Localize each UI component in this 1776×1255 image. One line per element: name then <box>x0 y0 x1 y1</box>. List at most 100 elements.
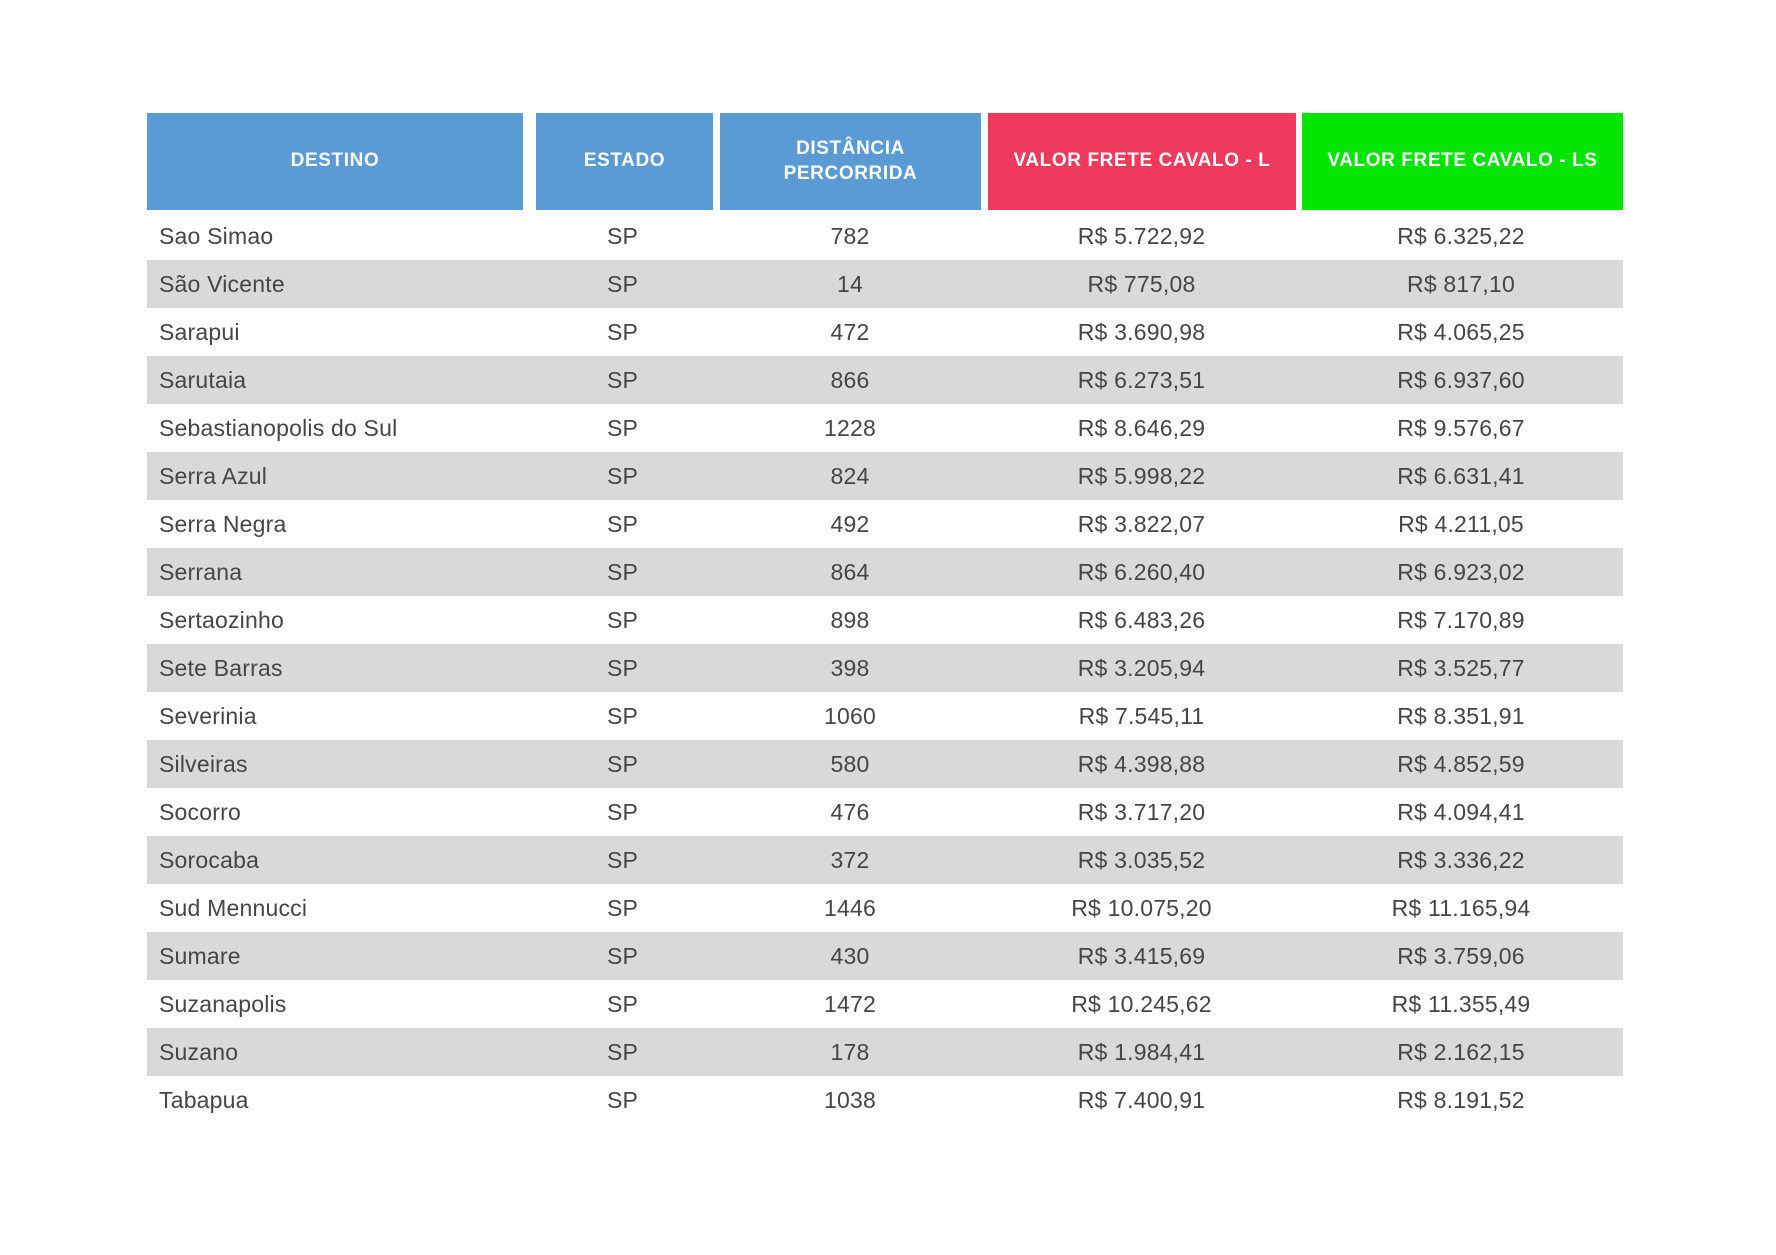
cell-valor-ls: R$ 6.631,41 <box>1397 462 1525 489</box>
header-cell-valor-frete-cavalo-l: VALOR FRETE CAVALO - L <box>988 113 1296 210</box>
cell-destino: Sorocaba <box>159 846 260 873</box>
table-row: Serrana SP 864 R$ 6.260,40 R$ 6.923,02 <box>147 548 1623 596</box>
header-label-valor-frete-cavalo-l: VALOR FRETE CAVALO - L <box>1013 150 1271 172</box>
table-row: Socorro SP 476 R$ 3.717,20 R$ 4.094,41 <box>147 788 1623 836</box>
cell-valor-ls: R$ 3.759,06 <box>1397 942 1525 969</box>
cell-valor-l: R$ 3.205,94 <box>1077 654 1206 681</box>
cell-destino: Severinia <box>159 702 257 729</box>
table-row: Suzano SP 178 R$ 1.984,41 R$ 2.162,15 <box>147 1028 1623 1076</box>
cell-estado: SP <box>606 270 639 297</box>
cell-valor-l: R$ 1.984,41 <box>1077 1038 1206 1065</box>
table-row: Suzanapolis SP 1472 R$ 10.245,62 R$ 11.355,4… <box>147 980 1623 1028</box>
header-label-valor-frete-cavalo-ls: VALOR FRETE CAVALO - LS <box>1327 150 1598 172</box>
header-label-destino: DESTINO <box>290 150 380 172</box>
cell-estado: SP <box>606 510 639 537</box>
cell-destino: Sete Barras <box>159 654 283 681</box>
header-cell-distancia-percorrida: DISTÂNCIA PERCORRIDA <box>720 113 981 210</box>
cell-valor-l: R$ 3.035,52 <box>1077 846 1206 873</box>
cell-distancia: 372 <box>830 846 870 873</box>
cell-valor-ls: R$ 7.170,89 <box>1397 606 1525 633</box>
table-body: Sao Simao SP 782 R$ 5.722,92 R$ 6.325,22 São … <box>147 212 1623 1124</box>
table-row: Sorocaba SP 372 R$ 3.035,52 R$ 3.336,22 <box>147 836 1623 884</box>
cell-distancia: 866 <box>830 366 870 393</box>
table-row: Sud Mennucci SP 1446 R$ 10.075,20 R$ 11.165,… <box>147 884 1623 932</box>
cell-valor-ls: R$ 4.852,59 <box>1397 750 1525 777</box>
cell-distancia: 1228 <box>824 414 876 441</box>
table-row: Sertaozinho SP 898 R$ 6.483,26 R$ 7.170,89 <box>147 596 1623 644</box>
cell-valor-l: R$ 7.545,11 <box>1078 702 1205 729</box>
cell-distancia: 580 <box>830 750 870 777</box>
table-row: Sao Simao SP 782 R$ 5.722,92 R$ 6.325,22 <box>147 212 1623 260</box>
cell-valor-l: R$ 3.415,69 <box>1077 942 1206 969</box>
cell-estado: SP <box>606 990 639 1017</box>
cell-estado: SP <box>606 942 639 969</box>
table-row: Sete Barras SP 398 R$ 3.205,94 R$ 3.525,77 <box>147 644 1623 692</box>
cell-destino: Silveiras <box>159 750 248 777</box>
cell-destino: Sao Simao <box>159 222 274 249</box>
cell-estado: SP <box>606 654 639 681</box>
cell-valor-l: R$ 3.822,07 <box>1077 510 1206 537</box>
cell-valor-ls: R$ 4.211,05 <box>1398 510 1524 537</box>
cell-estado: SP <box>606 798 639 825</box>
cell-distancia: 864 <box>830 558 870 585</box>
cell-destino: Sarutaia <box>159 366 247 393</box>
cell-destino: Serra Azul <box>159 462 268 489</box>
header-cell-valor-frete-cavalo-ls: VALOR FRETE CAVALO - LS <box>1302 113 1623 210</box>
cell-destino: Suzanapolis <box>159 990 287 1017</box>
cell-destino: Sertaozinho <box>159 606 284 633</box>
cell-valor-l: R$ 7.400,91 <box>1077 1086 1206 1113</box>
cell-valor-ls: R$ 11.165,94 <box>1391 894 1531 921</box>
cell-distancia: 430 <box>830 942 870 969</box>
cell-valor-ls: R$ 2.162,15 <box>1397 1038 1525 1065</box>
cell-destino: Sarapui <box>159 318 240 345</box>
cell-valor-ls: R$ 6.325,22 <box>1397 222 1525 249</box>
header-cell-estado: ESTADO <box>536 113 713 210</box>
cell-estado: SP <box>606 414 639 441</box>
cell-distancia: 476 <box>830 798 870 825</box>
cell-estado: SP <box>606 606 639 633</box>
table-row: Sarutaia SP 866 R$ 6.273,51 R$ 6.937,60 <box>147 356 1623 404</box>
cell-destino: Sumare <box>159 942 241 969</box>
cell-destino: Tabapua <box>159 1086 249 1113</box>
table-row: Tabapua SP 1038 R$ 7.400,91 R$ 8.191,52 <box>147 1076 1623 1124</box>
cell-distancia: 492 <box>830 510 870 537</box>
cell-destino: Sud Mennucci <box>159 894 308 921</box>
cell-valor-ls: R$ 8.351,91 <box>1397 702 1525 729</box>
table-row: Serra Azul SP 824 R$ 5.998,22 R$ 6.631,41 <box>147 452 1623 500</box>
cell-estado: SP <box>606 558 639 585</box>
cell-valor-ls: R$ 3.525,77 <box>1397 654 1525 681</box>
table-row: Silveiras SP 580 R$ 4.398,88 R$ 4.852,59 <box>147 740 1623 788</box>
cell-destino: Sebastianopolis do Sul <box>159 414 398 441</box>
cell-valor-ls: R$ 9.576,67 <box>1397 414 1525 441</box>
cell-estado: SP <box>606 894 639 921</box>
cell-distancia: 824 <box>830 462 870 489</box>
cell-distancia: 1038 <box>824 1086 876 1113</box>
cell-valor-l: R$ 5.998,22 <box>1077 462 1206 489</box>
cell-destino: Serra Negra <box>159 510 287 537</box>
cell-valor-ls: R$ 3.336,22 <box>1397 846 1525 873</box>
cell-valor-l: R$ 4.398,88 <box>1077 750 1206 777</box>
cell-valor-l: R$ 6.483,26 <box>1077 606 1206 633</box>
cell-distancia: 14 <box>837 270 863 297</box>
cell-valor-l: R$ 10.075,20 <box>1071 894 1212 921</box>
cell-destino: Suzano <box>159 1038 239 1065</box>
cell-distancia: 898 <box>830 606 870 633</box>
cell-valor-ls: R$ 4.094,41 <box>1397 798 1525 825</box>
table-row: Sarapui SP 472 R$ 3.690,98 R$ 4.065,25 <box>147 308 1623 356</box>
cell-valor-l: R$ 3.690,98 <box>1077 318 1206 345</box>
cell-valor-l: R$ 775,08 <box>1087 270 1196 297</box>
cell-estado: SP <box>606 222 639 249</box>
cell-valor-l: R$ 6.260,40 <box>1077 558 1206 585</box>
freight-table: DESTINO ESTADO DISTÂNCIA PERCORRIDA VALO… <box>147 113 1623 1124</box>
cell-valor-l: R$ 8.646,29 <box>1077 414 1206 441</box>
table-header-row: DESTINO ESTADO DISTÂNCIA PERCORRIDA VALO… <box>147 113 1623 210</box>
cell-estado: SP <box>606 462 639 489</box>
cell-destino: Socorro <box>159 798 241 825</box>
cell-distancia: 1060 <box>824 702 876 729</box>
cell-estado: SP <box>606 318 639 345</box>
cell-valor-ls: R$ 6.923,02 <box>1397 558 1525 585</box>
cell-destino: Serrana <box>159 558 243 585</box>
cell-estado: SP <box>606 1038 639 1065</box>
cell-valor-ls: R$ 8.191,52 <box>1397 1086 1525 1113</box>
cell-valor-ls: R$ 6.937,60 <box>1397 366 1525 393</box>
